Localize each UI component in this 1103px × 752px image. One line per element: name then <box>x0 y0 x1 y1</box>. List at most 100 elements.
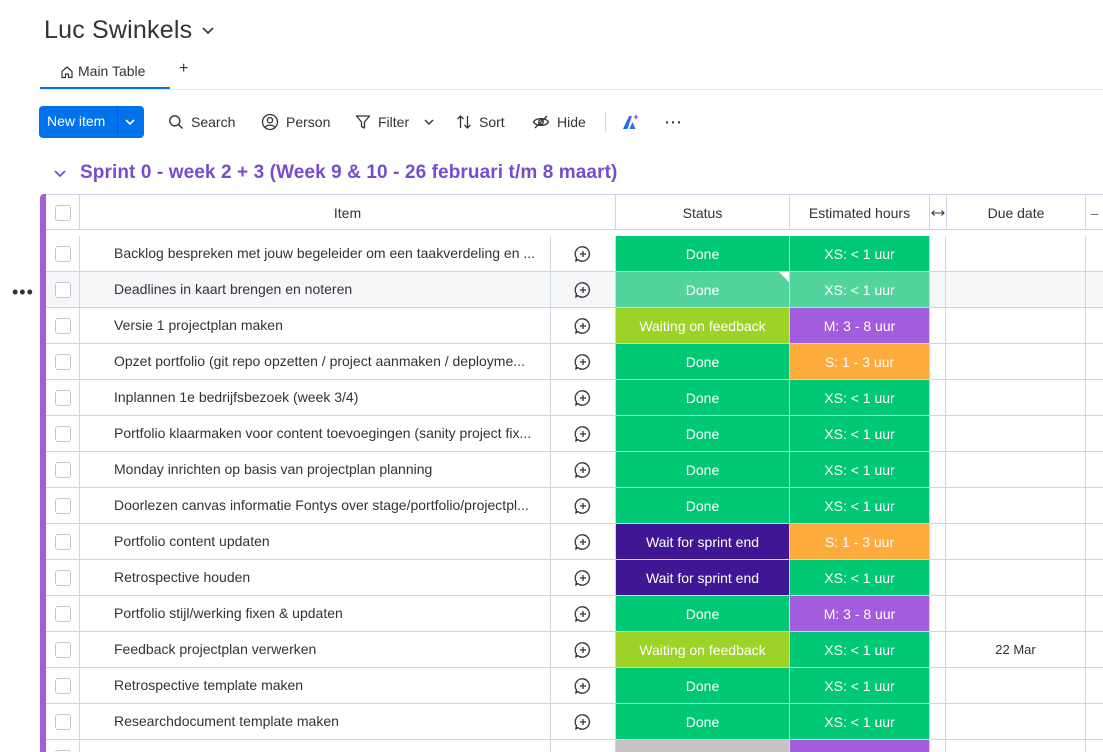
table-row[interactable] <box>46 740 1103 752</box>
group-title[interactable]: Sprint 0 - week 2 + 3 (Week 9 & 10 - 26 … <box>80 162 618 183</box>
item-name-cell[interactable]: Retrospective template maken <box>80 668 551 703</box>
item-name-cell[interactable]: Portfolio klaarmaken voor content toevoe… <box>80 416 551 451</box>
item-name-cell[interactable]: Retrospective houden <box>80 560 551 595</box>
add-update-button[interactable] <box>551 560 616 595</box>
due-date-cell[interactable] <box>946 272 1086 307</box>
row-checkbox[interactable] <box>54 425 71 442</box>
item-name-cell[interactable] <box>80 740 551 752</box>
table-row[interactable]: Doorlezen canvas informatie Fontys over … <box>46 488 1103 524</box>
add-update-button[interactable] <box>551 452 616 487</box>
estimated-hours-cell[interactable]: XS: < 1 uur <box>790 632 930 667</box>
due-date-cell[interactable] <box>946 560 1086 595</box>
board-title[interactable]: Luc Swinkels <box>44 16 193 44</box>
status-cell[interactable]: Done <box>616 704 790 739</box>
column-header-item[interactable]: Item <box>80 195 616 230</box>
due-date-cell[interactable] <box>946 344 1086 379</box>
status-cell[interactable]: Done <box>616 416 790 451</box>
status-cell[interactable]: Done <box>616 272 790 307</box>
estimated-hours-cell[interactable]: XS: < 1 uur <box>790 272 930 307</box>
add-update-button[interactable] <box>551 380 616 415</box>
status-cell[interactable]: Done <box>616 596 790 631</box>
due-date-cell[interactable] <box>946 236 1086 271</box>
row-checkbox[interactable] <box>54 317 71 334</box>
status-cell[interactable]: Wait for sprint end <box>616 560 790 595</box>
chevron-down-icon[interactable] <box>52 167 68 181</box>
row-checkbox[interactable] <box>54 461 71 478</box>
add-view-button[interactable]: + <box>179 60 189 77</box>
row-checkbox[interactable] <box>54 641 71 658</box>
new-item-button[interactable]: New item <box>39 106 144 138</box>
item-name-cell[interactable]: Opzet portfolio (git repo opzetten / pro… <box>80 344 551 379</box>
estimated-hours-cell[interactable] <box>790 740 930 752</box>
add-update-button[interactable] <box>551 740 616 752</box>
row-checkbox[interactable] <box>54 497 71 514</box>
row-checkbox[interactable] <box>54 389 71 406</box>
item-name-cell[interactable]: Researchdocument template maken <box>80 704 551 739</box>
table-row[interactable]: Monday inrichten op basis van projectpla… <box>46 452 1103 488</box>
add-update-button[interactable] <box>551 632 616 667</box>
table-row[interactable]: Portfolio content updaten Wait for sprint… <box>46 524 1103 560</box>
status-cell[interactable]: Waiting on feedback <box>616 632 790 667</box>
row-checkbox[interactable] <box>54 569 71 586</box>
add-update-button[interactable] <box>551 344 616 379</box>
estimated-hours-cell[interactable]: S: 1 - 3 uur <box>790 344 930 379</box>
due-date-cell[interactable] <box>946 668 1086 703</box>
add-update-button[interactable] <box>551 596 616 631</box>
estimated-hours-cell[interactable]: M: 3 - 8 uur <box>790 596 930 631</box>
item-name-cell[interactable]: Feedback projectplan verwerken <box>80 632 551 667</box>
more-options-button[interactable]: ⋯ <box>664 111 682 132</box>
hide-button[interactable]: Hide <box>532 106 586 138</box>
table-row[interactable]: Portfolio klaarmaken voor content toevoe… <box>46 416 1103 452</box>
estimated-hours-cell[interactable]: XS: < 1 uur <box>790 452 930 487</box>
item-name-cell[interactable]: Doorlezen canvas informatie Fontys over … <box>80 488 551 523</box>
due-date-cell[interactable] <box>946 308 1086 343</box>
search-button[interactable]: Search <box>168 106 235 138</box>
due-date-cell[interactable] <box>946 596 1086 631</box>
item-name-cell[interactable]: Backlog bespreken met jouw begeleider om… <box>80 236 551 271</box>
add-update-button[interactable] <box>551 236 616 271</box>
row-checkbox[interactable] <box>54 353 71 370</box>
chevron-down-icon[interactable] <box>200 22 216 38</box>
item-name-cell[interactable]: Monday inrichten op basis van projectpla… <box>80 452 551 487</box>
chevron-down-icon[interactable] <box>123 115 137 129</box>
table-row[interactable]: Retrospective houden Wait for sprint end X… <box>46 560 1103 596</box>
table-row[interactable]: Deadlines in kaart brengen en noteren Don… <box>46 272 1103 308</box>
column-resize-handle[interactable] <box>930 195 946 230</box>
add-update-button[interactable] <box>551 488 616 523</box>
estimated-hours-cell[interactable]: XS: < 1 uur <box>790 236 930 271</box>
item-name-cell[interactable]: Portfolio stijl/werking fixen & updaten <box>80 596 551 631</box>
due-date-cell[interactable] <box>946 488 1086 523</box>
status-cell[interactable]: Wait for sprint end <box>616 524 790 559</box>
add-update-button[interactable] <box>551 308 616 343</box>
status-cell[interactable] <box>616 740 790 752</box>
item-name-cell[interactable]: Inplannen 1e bedrijfsbezoek (week 3/4) <box>80 380 551 415</box>
due-date-cell[interactable] <box>946 524 1086 559</box>
row-checkbox[interactable] <box>54 677 71 694</box>
filter-button[interactable]: Filter <box>355 106 435 138</box>
status-cell[interactable]: Done <box>616 668 790 703</box>
row-more-options-icon[interactable]: ••• <box>12 282 34 302</box>
status-cell[interactable]: Done <box>616 380 790 415</box>
status-cell[interactable]: Done <box>616 236 790 271</box>
status-cell[interactable]: Done <box>616 344 790 379</box>
estimated-hours-cell[interactable]: XS: < 1 uur <box>790 704 930 739</box>
estimated-hours-cell[interactable]: XS: < 1 uur <box>790 668 930 703</box>
tab-main-table[interactable]: Main Table <box>40 56 170 89</box>
row-checkbox[interactable] <box>54 713 71 730</box>
status-cell[interactable]: Waiting on feedback <box>616 308 790 343</box>
table-row[interactable]: Inplannen 1e bedrijfsbezoek (week 3/4) Do… <box>46 380 1103 416</box>
add-update-button[interactable] <box>551 704 616 739</box>
add-update-button[interactable] <box>551 416 616 451</box>
table-row[interactable]: Portfolio stijl/werking fixen & updaten D… <box>46 596 1103 632</box>
status-cell[interactable]: Done <box>616 488 790 523</box>
row-checkbox[interactable] <box>54 749 71 752</box>
item-name-cell[interactable]: Deadlines in kaart brengen en noteren <box>80 272 551 307</box>
estimated-hours-cell[interactable]: XS: < 1 uur <box>790 488 930 523</box>
table-row[interactable]: Researchdocument template maken Done XS: <… <box>46 704 1103 740</box>
table-row[interactable]: Opzet portfolio (git repo opzetten / pro… <box>46 344 1103 380</box>
estimated-hours-cell[interactable]: XS: < 1 uur <box>790 416 930 451</box>
estimated-hours-cell[interactable]: XS: < 1 uur <box>790 560 930 595</box>
due-date-cell[interactable] <box>946 380 1086 415</box>
sort-button[interactable]: Sort <box>456 106 505 138</box>
item-name-cell[interactable]: Versie 1 projectplan maken <box>80 308 551 343</box>
